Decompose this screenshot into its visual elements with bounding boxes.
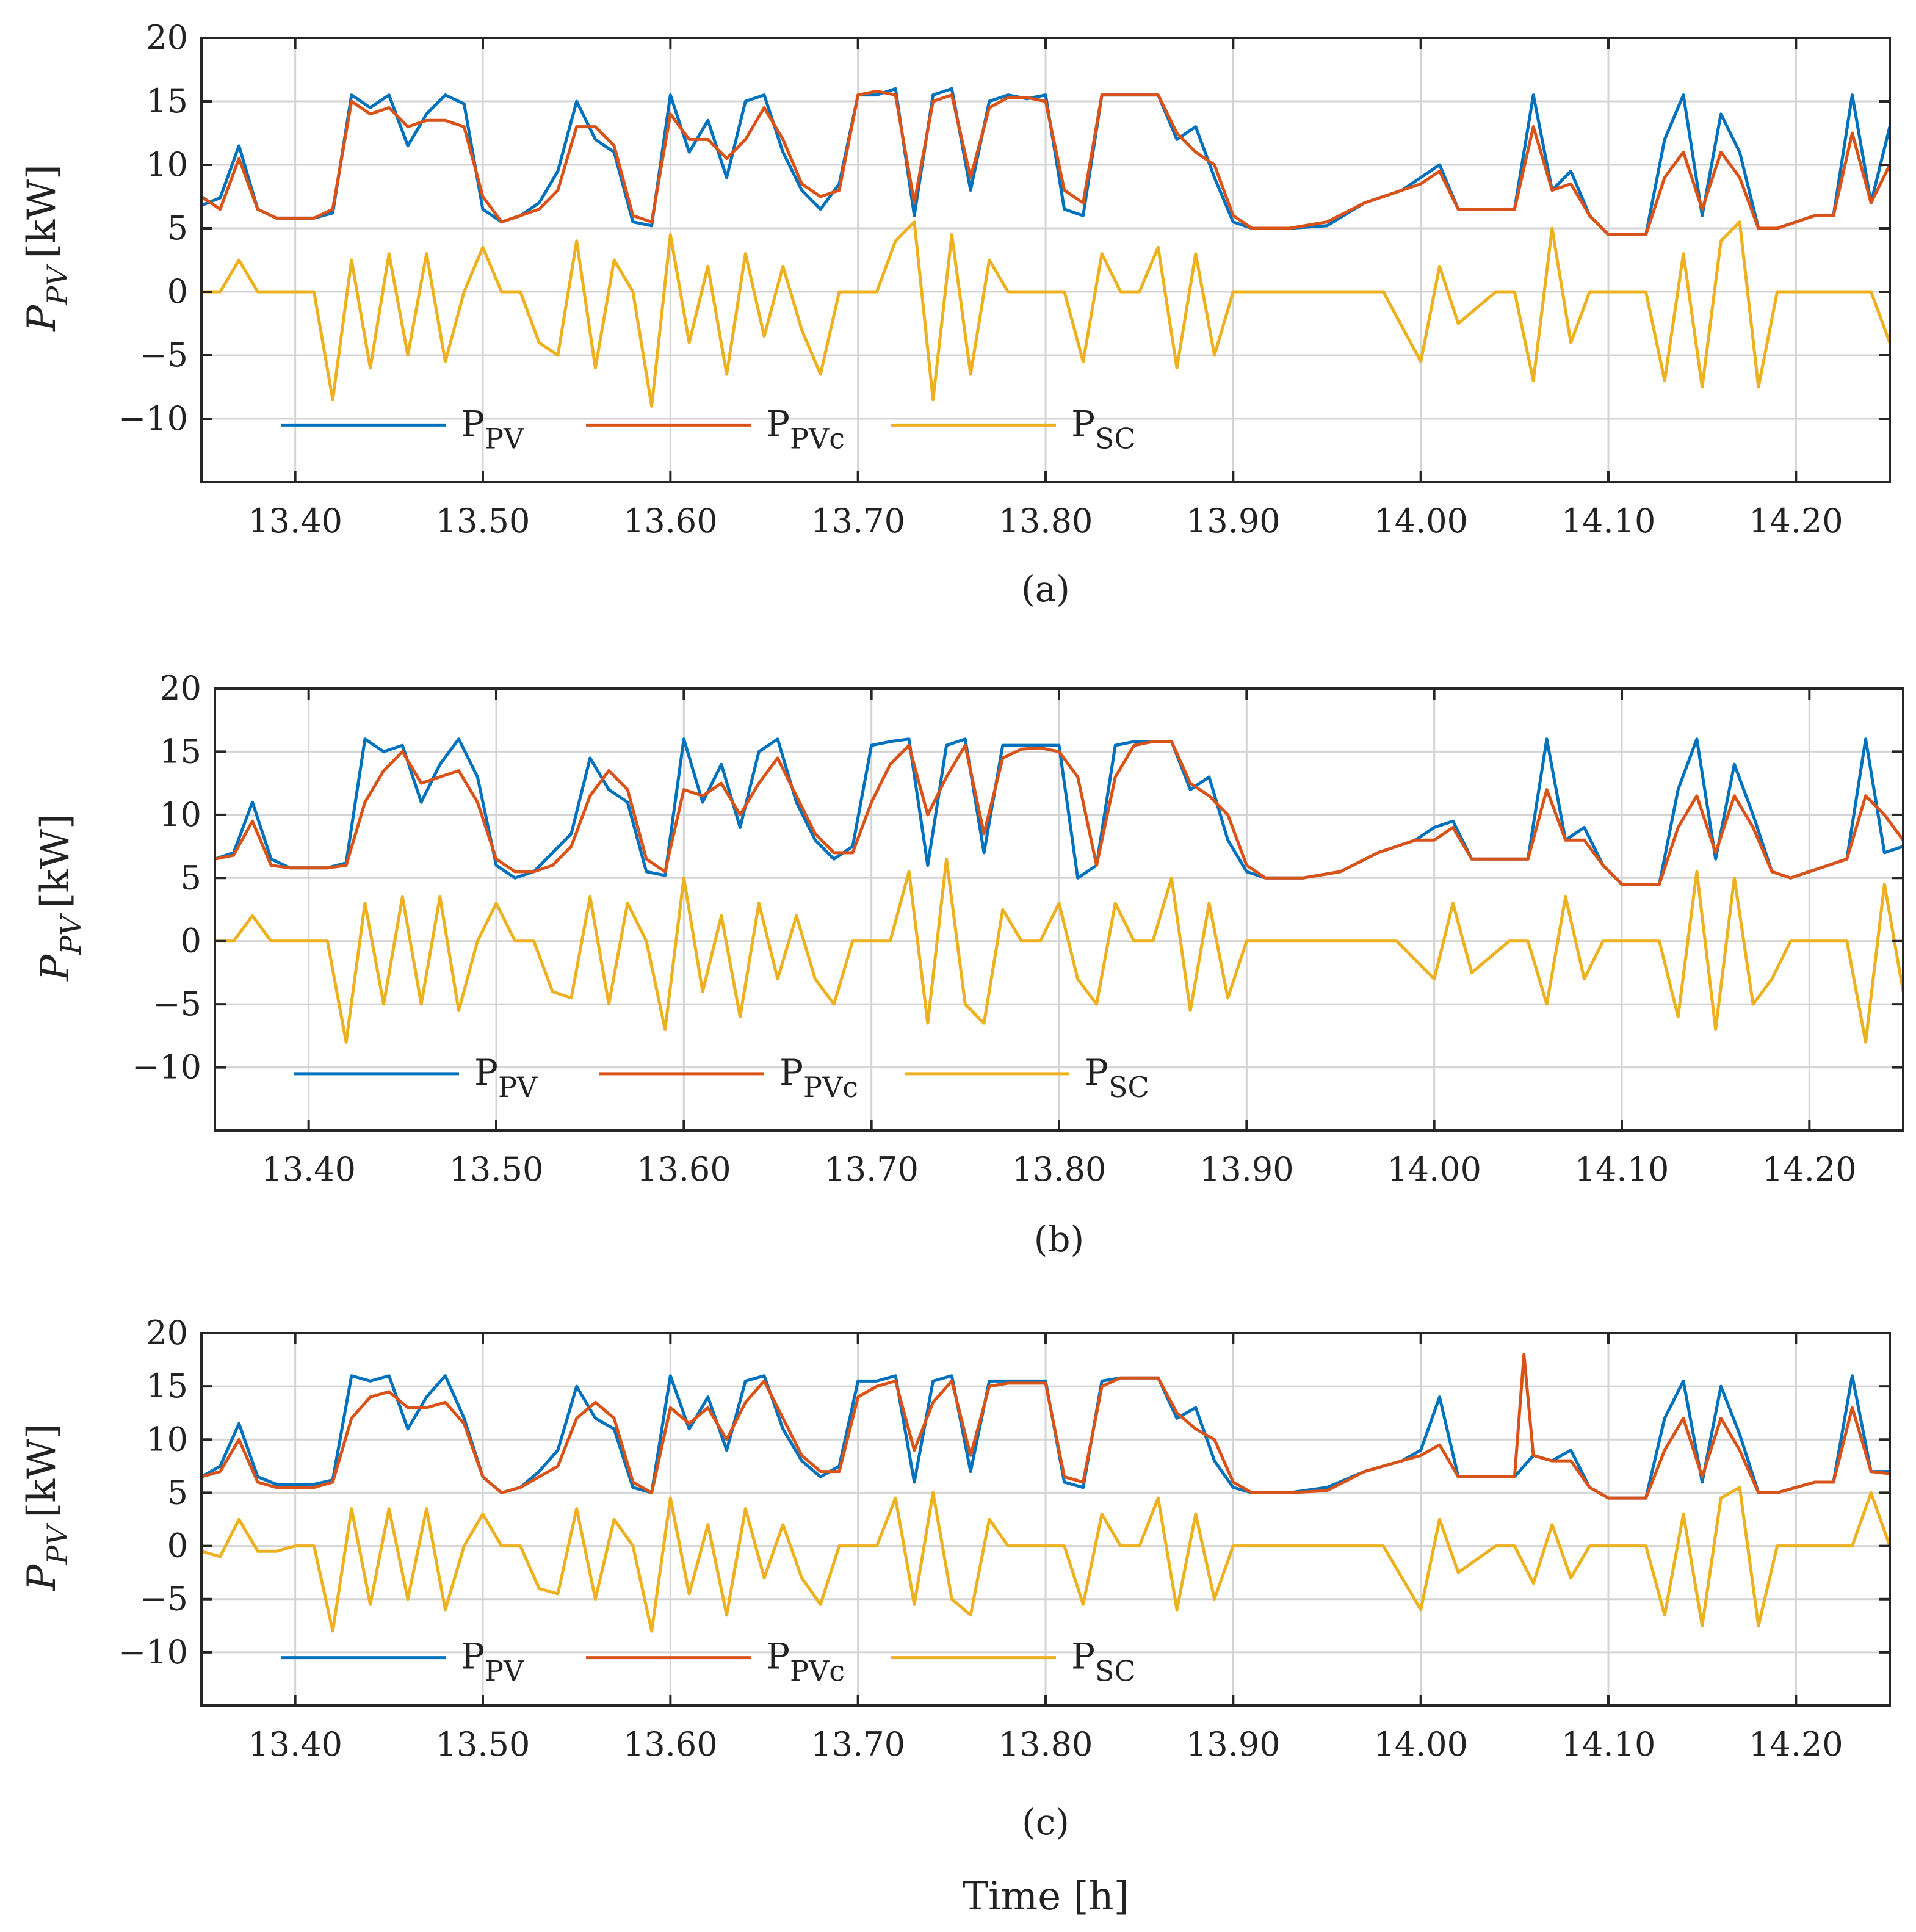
legend-label-pv: PPV [461, 1636, 524, 1688]
y-axis-title: PPV[kW] [20, 164, 74, 332]
x-tick-label: 13.40 [248, 502, 342, 540]
x-tick-label: 13.70 [811, 502, 905, 540]
x-tick-label: 14.00 [1373, 1725, 1468, 1764]
x-tick-label: 13.80 [999, 1725, 1093, 1764]
panel-c: 13.40 13.50 13.60 13.70 13.80 13.90 14.00 14.10… [20, 1314, 1891, 1919]
x-tick-label: 13.70 [824, 1150, 919, 1189]
legend-label-sc: PSC [1071, 403, 1136, 455]
y-tick-label: 10 [146, 145, 188, 184]
x-tick-label: 14.20 [1762, 1150, 1857, 1189]
legend-label-pvc: PPVc [766, 1636, 845, 1688]
legend-label-pv: PPV [461, 403, 524, 455]
x-tick-label: 13.50 [436, 1725, 530, 1764]
series-line-p-sc [201, 1486, 1890, 1633]
x-tick-label: 14.10 [1561, 502, 1656, 540]
y-tick-label: 20 [146, 18, 188, 57]
series-line-p-pvc [201, 1353, 1890, 1500]
y-tick-label: 0 [167, 272, 188, 311]
x-tick-label: 13.50 [449, 1150, 544, 1189]
x-tick-label: 14.00 [1373, 502, 1468, 540]
x-tick-label: 14.10 [1575, 1150, 1669, 1189]
y-tick-label: 15 [159, 732, 201, 770]
y-tick-label: 5 [167, 209, 188, 247]
x-tick-label: 13.90 [1186, 1725, 1281, 1764]
panel-a: 13.40 13.50 13.60 13.70 13.80 13.90 14.00 14.10… [20, 18, 1891, 610]
legend-label-pv: PPV [474, 1052, 538, 1104]
series-group [201, 1353, 1890, 1633]
panel-b: 13.40 13.50 13.60 13.70 13.80 13.90 14.00 14.10… [33, 669, 1904, 1260]
y-tick-label: −5 [139, 1580, 188, 1618]
y-tick-label: −10 [118, 399, 188, 438]
y-tick-label: 0 [181, 922, 201, 960]
x-tick-label: 13.40 [248, 1725, 342, 1764]
y-tick-label: 5 [167, 1473, 188, 1511]
legend: PPV PPVc PSC [281, 403, 1136, 455]
series-line-p-sc [201, 220, 1890, 408]
x-tick-label: 13.40 [261, 1150, 356, 1189]
y-axis-title: PPV[kW] [33, 814, 87, 982]
x-tick-label: 13.60 [623, 1725, 718, 1764]
x-tick-label: 13.80 [999, 502, 1093, 540]
y-tick-label: −5 [139, 336, 188, 374]
x-tick-label: 13.60 [637, 1150, 731, 1189]
panel-caption: (b) [1034, 1218, 1084, 1260]
x-tick-label: 13.50 [436, 502, 530, 540]
x-tick-label: 14.00 [1387, 1150, 1481, 1189]
x-tick-label: 14.20 [1749, 1725, 1843, 1764]
y-tick-label: 15 [146, 82, 188, 120]
series-line-p-pvc [215, 740, 1903, 886]
y-axis-title: PPV[kW] [20, 1424, 74, 1591]
legend-label-pvc: PPVc [779, 1052, 858, 1104]
legend-label-sc: PSC [1085, 1052, 1149, 1104]
y-tick-label: 10 [159, 795, 201, 834]
y-tick-label: 10 [146, 1420, 188, 1458]
y-tick-label: 5 [181, 858, 201, 897]
y-tick-label: −10 [118, 1633, 188, 1671]
y-tick-label: −5 [153, 985, 201, 1023]
y-tick-label: 0 [167, 1527, 188, 1565]
panel-caption: (a) [1021, 568, 1070, 610]
x-tick-label: 13.70 [811, 1725, 905, 1764]
legend: PPV PPVc PSC [294, 1052, 1149, 1104]
series-group [215, 737, 1903, 1044]
x-axis-title: Time [h] [962, 1874, 1129, 1919]
legend: PPV PPVc PSC [281, 1636, 1136, 1688]
x-tick-label: 13.90 [1186, 502, 1281, 540]
legend-label-pvc: PPVc [766, 403, 845, 455]
x-tick-label: 14.20 [1749, 502, 1843, 540]
legend-label-sc: PSC [1071, 1636, 1136, 1688]
x-tick-label: 13.90 [1199, 1150, 1294, 1189]
series-line-p-pvc [201, 89, 1890, 236]
y-tick-label: 20 [146, 1314, 188, 1352]
y-tick-label: −10 [132, 1048, 201, 1087]
x-tick-label: 14.10 [1561, 1725, 1656, 1764]
y-tick-label: 20 [159, 669, 201, 707]
series-line-p-sc [215, 857, 1903, 1044]
series-group [201, 87, 1890, 408]
x-tick-label: 13.60 [623, 502, 718, 540]
x-tick-label: 13.80 [1012, 1150, 1107, 1189]
panel-caption: (c) [1022, 1801, 1069, 1843]
y-tick-label: 15 [146, 1367, 188, 1405]
